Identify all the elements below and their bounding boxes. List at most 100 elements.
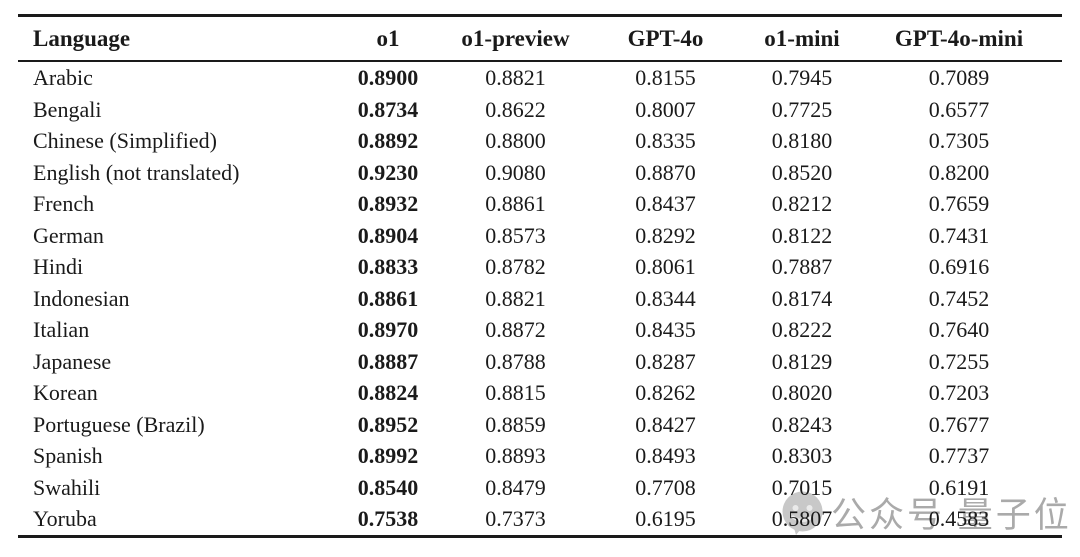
- table-row: English (not translated) 0.9230 0.9080 0.88…: [18, 157, 1062, 189]
- table-row: Yoruba 0.7538 0.7373 0.6195 0.5807 0.4583: [18, 503, 1062, 536]
- table-row: Indonesian 0.8861 0.8821 0.8344 0.8174 0.7452: [18, 283, 1062, 315]
- column-header-language: Language: [18, 15, 328, 62]
- column-header-o1: o1: [328, 15, 448, 62]
- score-cell-o1-preview: 0.8782: [485, 254, 546, 279]
- score-cell-gpt-4o-mini: 0.7431: [928, 222, 990, 248]
- score-cell-o1-mini: 0.8222: [771, 317, 833, 342]
- table-row: French 0.8932 0.8861 0.8437 0.8212 0.7659: [18, 188, 1062, 220]
- column-header-gpt-4o: GPT-4o: [583, 15, 748, 62]
- score-cell-gpt-4o: 0.8870: [635, 159, 696, 185]
- score-cell-gpt-4o-mini: 0.7305: [928, 128, 990, 153]
- language-cell: French: [33, 191, 95, 216]
- score-cell-o1-mini: 0.8122: [771, 222, 833, 248]
- score-cell-gpt-4o-mini: 0.7203: [928, 380, 990, 405]
- score-cell-gpt-4o-mini: 0.6916: [928, 254, 990, 279]
- score-cell-o1-mini: 0.8129: [771, 348, 833, 374]
- column-header-gpt-4o-mini: GPT-4o-mini: [856, 15, 1062, 62]
- score-cell-gpt-4o-mini: 0.7737: [928, 443, 990, 468]
- score-cell-gpt-4o: 0.8493: [635, 443, 696, 468]
- column-header-o1-preview: o1-preview: [448, 15, 583, 62]
- score-cell-gpt-4o-mini: 0.6577: [928, 96, 990, 122]
- score-cell-o1-mini: 0.7725: [771, 96, 833, 122]
- score-cell-gpt-4o-mini: 0.7640: [928, 317, 990, 342]
- score-cell-o1-mini: 0.8020: [771, 380, 833, 405]
- score-cell-gpt-4o: 0.8262: [635, 380, 696, 405]
- score-cell-gpt-4o: 0.7708: [635, 474, 696, 500]
- table-row: Italian 0.8970 0.8872 0.8435 0.8222 0.7640: [18, 314, 1062, 346]
- language-cell: English (not translated): [33, 159, 240, 185]
- score-cell-gpt-4o: 0.8435: [635, 317, 696, 342]
- language-cell: Arabic: [33, 65, 93, 90]
- score-cell-o1: 0.8824: [357, 380, 419, 405]
- table-row: Spanish 0.8992 0.8893 0.8493 0.8303 0.7737: [18, 440, 1062, 472]
- column-header-o1-mini: o1-mini: [748, 15, 856, 62]
- language-cell: German: [33, 222, 104, 248]
- score-cell-o1: 0.7538: [357, 506, 419, 531]
- score-cell-o1-preview: 0.8821: [485, 285, 546, 311]
- table-row: Arabic 0.8900 0.8821 0.8155 0.7945 0.7089: [18, 61, 1062, 94]
- score-cell-o1: 0.8904: [357, 222, 419, 248]
- score-cell-o1: 0.9230: [357, 159, 419, 185]
- score-cell-o1-preview: 0.8622: [485, 96, 546, 122]
- language-cell: Bengali: [33, 96, 102, 122]
- score-cell-o1-mini: 0.8180: [771, 128, 833, 153]
- language-cell: Italian: [33, 317, 90, 342]
- score-cell-o1-preview: 0.8788: [485, 348, 546, 374]
- table-row: Korean 0.8824 0.8815 0.8262 0.8020 0.7203: [18, 377, 1062, 409]
- score-cell-gpt-4o-mini: 0.7677: [928, 411, 990, 437]
- language-cell: Swahili: [33, 474, 101, 500]
- score-cell-gpt-4o-mini: 0.7255: [928, 348, 990, 374]
- score-cell-o1-preview: 0.8861: [485, 191, 546, 216]
- table-row: Swahili 0.8540 0.8479 0.7708 0.7015 0.6191: [18, 472, 1062, 504]
- score-cell-o1-preview: 0.8800: [485, 128, 546, 153]
- score-cell-o1-mini: 0.8303: [771, 443, 833, 468]
- language-cell: Hindi: [33, 254, 84, 279]
- language-cell: Yoruba: [33, 506, 97, 531]
- score-cell-gpt-4o: 0.8287: [635, 348, 696, 374]
- score-cell-o1: 0.8892: [357, 128, 419, 153]
- score-cell-gpt-4o: 0.8155: [635, 65, 696, 90]
- score-cell-o1-preview: 0.8821: [485, 65, 546, 90]
- score-cell-o1-mini: 0.7945: [771, 65, 833, 90]
- score-cell-o1: 0.8861: [357, 285, 419, 311]
- table-body: Arabic 0.8900 0.8821 0.8155 0.7945 0.7089 Beng…: [18, 61, 1062, 536]
- score-cell-o1-preview: 0.8573: [485, 222, 546, 248]
- score-cell-o1-mini: 0.7015: [771, 474, 833, 500]
- score-cell-o1-preview: 0.8872: [485, 317, 546, 342]
- score-cell-o1: 0.8540: [357, 474, 419, 500]
- score-cell-gpt-4o: 0.8292: [635, 222, 696, 248]
- table-row: Portuguese (Brazil) 0.8952 0.8859 0.8427 0.8…: [18, 409, 1062, 441]
- score-cell-o1-preview: 0.8859: [485, 411, 546, 437]
- table-row: German 0.8904 0.8573 0.8292 0.8122 0.7431: [18, 220, 1062, 252]
- score-cell-o1: 0.8932: [357, 191, 419, 216]
- score-cell-o1: 0.8887: [357, 348, 419, 374]
- score-cell-o1-preview: 0.9080: [485, 159, 546, 185]
- score-cell-gpt-4o-mini: 0.7089: [928, 65, 990, 90]
- score-cell-o1-preview: 0.7373: [485, 506, 546, 531]
- score-cell-o1: 0.8992: [357, 443, 419, 468]
- score-cell-o1-mini: 0.8174: [771, 285, 833, 311]
- language-cell: Korean: [33, 380, 98, 405]
- score-cell-o1-mini: 0.7887: [771, 254, 833, 279]
- score-cell-gpt-4o: 0.8335: [635, 128, 696, 153]
- score-cell-gpt-4o-mini: 0.4583: [928, 506, 990, 531]
- language-cell: Spanish: [33, 443, 103, 468]
- score-cell-gpt-4o-mini: 0.7659: [928, 191, 990, 216]
- score-cell-o1: 0.8734: [357, 96, 419, 122]
- multilingual-results-table: Language o1 o1-preview GPT-4o o1-mini GPT-4o-…: [18, 14, 1062, 538]
- score-cell-o1: 0.8970: [357, 317, 419, 342]
- score-cell-o1: 0.8833: [357, 254, 419, 279]
- score-cell-gpt-4o: 0.8427: [635, 411, 696, 437]
- table-row: Chinese (Simplified) 0.8892 0.8800 0.8335 0.…: [18, 125, 1062, 157]
- language-cell: Portuguese (Brazil): [33, 411, 205, 437]
- language-cell: Japanese: [33, 348, 112, 374]
- table-row: Bengali 0.8734 0.8622 0.8007 0.7725 0.6577: [18, 94, 1062, 126]
- score-cell-o1-preview: 0.8815: [485, 380, 546, 405]
- score-cell-gpt-4o: 0.8061: [635, 254, 696, 279]
- score-cell-o1-mini: 0.8243: [771, 411, 833, 437]
- header-row: Language o1 o1-preview GPT-4o o1-mini GPT-4o-…: [18, 15, 1062, 62]
- score-cell-gpt-4o-mini: 0.7452: [928, 285, 990, 311]
- score-cell-o1: 0.8952: [357, 411, 419, 437]
- score-cell-o1-mini: 0.8212: [771, 191, 833, 216]
- score-cell-gpt-4o: 0.8344: [635, 285, 696, 311]
